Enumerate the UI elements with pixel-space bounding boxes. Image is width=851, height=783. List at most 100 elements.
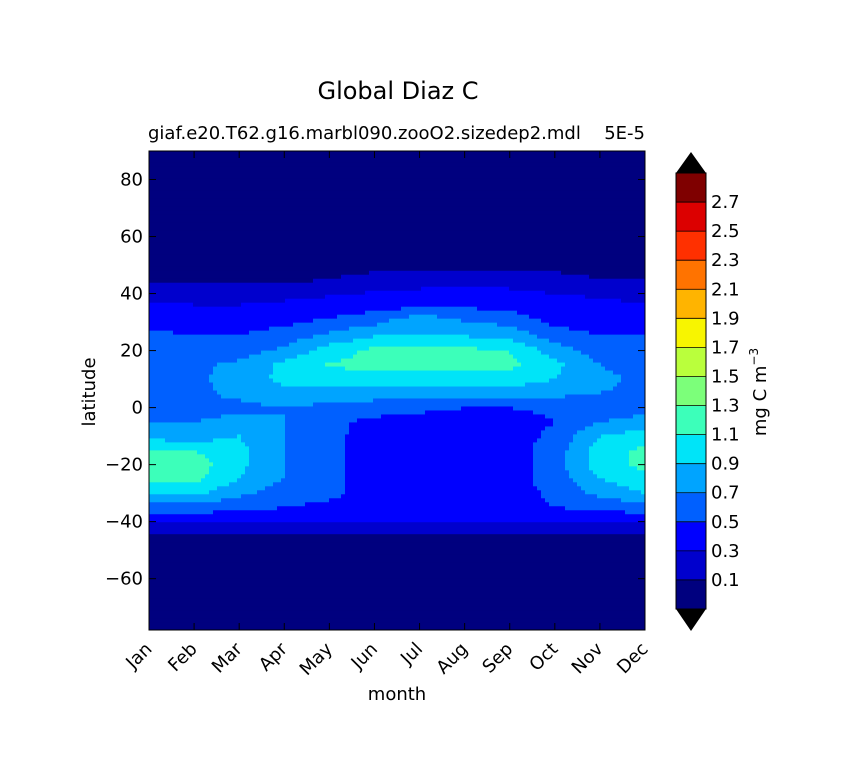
heatmap-cell — [173, 330, 178, 336]
heatmap-cell — [253, 210, 258, 216]
heatmap-cell — [165, 322, 170, 328]
heatmap-cell — [265, 538, 270, 543]
heatmap-cell — [225, 426, 230, 432]
heatmap-cell — [297, 151, 302, 156]
heatmap-cell — [253, 334, 258, 340]
heatmap-cell — [253, 402, 258, 408]
heatmap-cell — [233, 178, 238, 184]
heatmap-cell — [281, 374, 286, 380]
heatmap-cell — [197, 178, 202, 184]
heatmap-cell — [229, 602, 234, 607]
heatmap-cell — [285, 294, 290, 300]
heatmap-cell — [297, 494, 302, 499]
heatmap-cell — [177, 602, 182, 607]
heatmap-cell — [217, 562, 222, 567]
heatmap-cell — [189, 151, 194, 156]
heatmap-cell — [229, 618, 234, 623]
heatmap-cell — [281, 586, 286, 591]
heatmap-cell — [229, 402, 234, 408]
heatmap-cell — [209, 278, 214, 284]
heatmap-cell — [149, 278, 154, 284]
heatmap-cell — [181, 190, 186, 196]
heatmap-cell — [161, 262, 166, 268]
heatmap-cell — [197, 574, 202, 579]
heatmap-cell — [305, 230, 310, 236]
heatmap-cell — [193, 274, 198, 280]
heatmap-cell — [253, 462, 258, 467]
heatmap-cell — [201, 518, 206, 523]
heatmap-cell — [205, 190, 210, 196]
heatmap-cell — [161, 518, 166, 523]
heatmap-cell — [245, 322, 250, 328]
heatmap-cell — [245, 446, 250, 451]
heatmap-cell — [149, 490, 154, 495]
heatmap-cell — [237, 526, 242, 531]
heatmap-cell — [257, 434, 262, 439]
heatmap-cell — [245, 426, 250, 432]
heatmap-cell — [157, 462, 162, 467]
heatmap-cell — [229, 542, 234, 547]
heatmap-cell — [189, 570, 194, 575]
heatmap-cell — [197, 382, 202, 388]
heatmap-cell — [301, 230, 306, 236]
heatmap-cell — [229, 230, 234, 236]
heatmap-cell — [213, 334, 218, 340]
heatmap-cell — [301, 506, 306, 511]
heatmap-cell — [225, 178, 230, 184]
heatmap-cell — [161, 246, 166, 252]
heatmap-cell — [269, 514, 274, 519]
heatmap-cell — [153, 530, 158, 535]
heatmap-cell — [261, 578, 266, 583]
heatmap-cell — [253, 290, 258, 296]
heatmap-cell — [213, 406, 218, 412]
heatmap-cell — [165, 610, 170, 615]
heatmap-cell — [277, 390, 282, 396]
heatmap-cell — [269, 534, 274, 539]
heatmap-cell — [165, 566, 170, 571]
heatmap-cell — [309, 286, 314, 292]
heatmap-cell — [229, 326, 234, 332]
heatmap-cell — [277, 342, 282, 348]
heatmap-cell — [253, 354, 258, 360]
heatmap-cell — [305, 566, 310, 571]
heatmap-cell — [277, 558, 282, 563]
heatmap-cell — [293, 218, 298, 224]
heatmap-cell — [233, 570, 238, 575]
heatmap-cell — [229, 286, 234, 292]
heatmap-cell — [293, 294, 298, 300]
heatmap-cell — [225, 466, 230, 471]
heatmap-cell — [237, 186, 242, 192]
heatmap-cell — [185, 398, 190, 404]
heatmap-cell — [209, 446, 214, 451]
heatmap-cell — [217, 446, 222, 451]
heatmap-cell — [165, 454, 170, 459]
heatmap-cell — [281, 378, 286, 384]
heatmap-cell — [285, 558, 290, 563]
heatmap-cell — [189, 366, 194, 372]
heatmap-cell — [301, 362, 306, 368]
heatmap-cell — [253, 178, 258, 184]
heatmap-cell — [229, 354, 234, 360]
heatmap-cell — [181, 586, 186, 591]
heatmap-cell — [185, 258, 190, 264]
heatmap-cell — [185, 246, 190, 252]
heatmap-cell — [241, 270, 246, 276]
heatmap-cell — [165, 478, 170, 483]
heatmap-cell — [233, 246, 238, 252]
heatmap-cell — [161, 506, 166, 511]
heatmap-cell — [293, 530, 298, 535]
heatmap-cell — [173, 354, 178, 360]
heatmap-cell — [189, 334, 194, 340]
heatmap-cell — [177, 606, 182, 611]
heatmap-cell — [201, 390, 206, 396]
heatmap-cell — [149, 350, 154, 356]
heatmap-cell — [185, 402, 190, 408]
heatmap-cell — [261, 151, 266, 156]
heatmap-cell — [257, 202, 262, 208]
heatmap-cell — [297, 158, 302, 164]
heatmap-cell — [249, 350, 254, 356]
heatmap-cell — [181, 274, 186, 280]
heatmap-cell — [309, 334, 314, 340]
heatmap-cell — [209, 418, 214, 424]
heatmap-cell — [257, 218, 262, 224]
